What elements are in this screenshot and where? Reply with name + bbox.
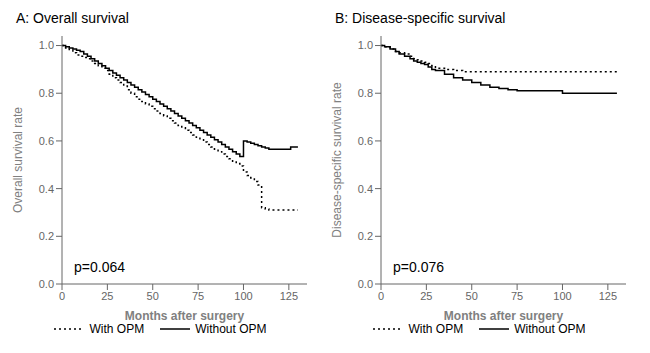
svg-text:50: 50 bbox=[466, 290, 478, 302]
svg-text:125: 125 bbox=[280, 290, 298, 302]
svg-text:0.4: 0.4 bbox=[358, 183, 373, 195]
html-text:With OPM: With OPM bbox=[89, 322, 145, 336]
svg-text:Disease-specific survival rate: Disease-specific survival rate bbox=[330, 82, 344, 238]
svg-text:25: 25 bbox=[420, 290, 432, 302]
svg-text:Months after surgery: Months after surgery bbox=[444, 309, 564, 323]
svg-text:0.8: 0.8 bbox=[358, 87, 373, 99]
html-text:With OPM: With OPM bbox=[408, 322, 464, 336]
svg-text:0.6: 0.6 bbox=[39, 135, 54, 147]
svg-text:Overall survival rate: Overall survival rate bbox=[11, 107, 25, 213]
svg-text:1.0: 1.0 bbox=[358, 39, 373, 51]
svg-text:100: 100 bbox=[553, 290, 571, 302]
svg-text:0.6: 0.6 bbox=[358, 135, 373, 147]
svg-text:0: 0 bbox=[378, 290, 384, 302]
svg-text:100: 100 bbox=[234, 290, 252, 302]
html-text:B: Disease-specific survival: B: Disease-specific survival bbox=[335, 10, 506, 26]
svg-text:0: 0 bbox=[59, 290, 65, 302]
svg-text:75: 75 bbox=[192, 290, 204, 302]
svg-text:75: 75 bbox=[511, 290, 523, 302]
svg-text:25: 25 bbox=[101, 290, 113, 302]
svg-text:0.2: 0.2 bbox=[358, 230, 373, 242]
svg-text:0.0: 0.0 bbox=[358, 278, 373, 290]
svg-text:0.0: 0.0 bbox=[39, 278, 54, 290]
svg-text:0.2: 0.2 bbox=[39, 230, 54, 242]
svg-text:0.4: 0.4 bbox=[39, 183, 54, 195]
html-text:Without OPM: Without OPM bbox=[514, 322, 586, 336]
html-text:A: Overall survival: A: Overall survival bbox=[16, 10, 129, 26]
svg-text:Months after surgery: Months after surgery bbox=[125, 309, 245, 323]
svg-text:0.8: 0.8 bbox=[39, 87, 54, 99]
svg-text:125: 125 bbox=[599, 290, 617, 302]
html-text:Without OPM: Without OPM bbox=[195, 322, 267, 336]
svg-text:p=0.076: p=0.076 bbox=[393, 259, 444, 275]
svg-text:50: 50 bbox=[147, 290, 159, 302]
svg-text:p=0.064: p=0.064 bbox=[74, 259, 125, 275]
svg-text:1.0: 1.0 bbox=[39, 39, 54, 51]
